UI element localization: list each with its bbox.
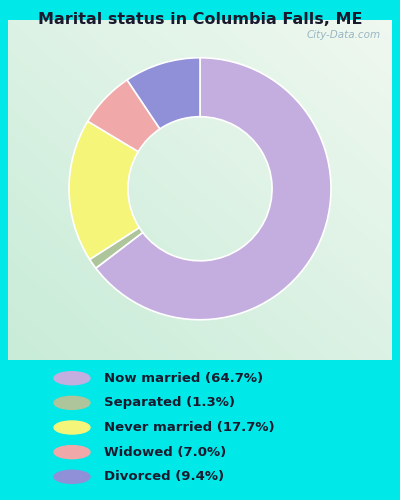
Text: City-Data.com: City-Data.com	[306, 30, 380, 40]
Wedge shape	[69, 121, 139, 260]
Circle shape	[54, 446, 90, 458]
Wedge shape	[88, 80, 160, 152]
Text: Never married (17.7%): Never married (17.7%)	[104, 421, 275, 434]
Text: Widowed (7.0%): Widowed (7.0%)	[104, 446, 226, 458]
Circle shape	[54, 470, 90, 484]
Circle shape	[54, 372, 90, 384]
Wedge shape	[90, 228, 143, 268]
Circle shape	[54, 396, 90, 409]
Circle shape	[54, 421, 90, 434]
Text: Marital status in Columbia Falls, ME: Marital status in Columbia Falls, ME	[38, 12, 362, 28]
Text: Separated (1.3%): Separated (1.3%)	[104, 396, 235, 409]
Wedge shape	[127, 58, 200, 129]
Wedge shape	[96, 58, 331, 320]
Text: Now married (64.7%): Now married (64.7%)	[104, 372, 263, 384]
Text: Divorced (9.4%): Divorced (9.4%)	[104, 470, 224, 484]
